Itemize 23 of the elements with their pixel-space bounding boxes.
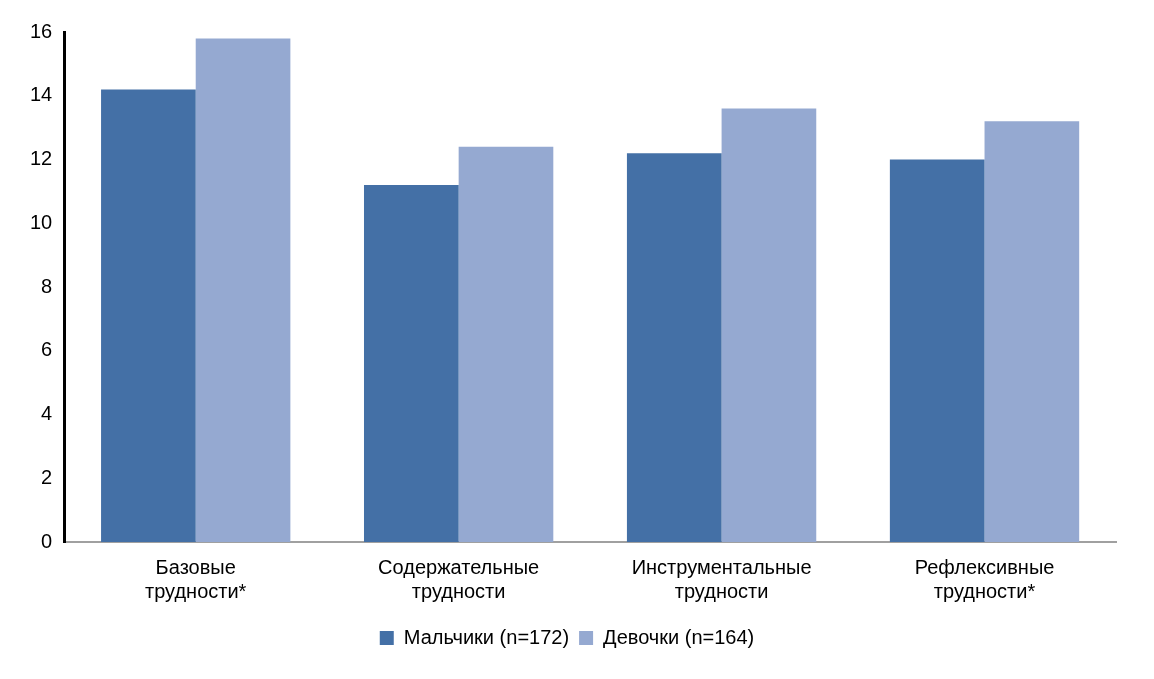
bar	[984, 121, 1080, 542]
legend-label: Мальчики (n=172)	[403, 625, 570, 648]
x-tick-label: Базовые трудности*	[145, 555, 247, 602]
y-tick-label: 0	[41, 529, 53, 552]
y-tick-label: 4	[41, 402, 53, 425]
y-tick-label: 2	[41, 465, 53, 488]
bar	[889, 159, 985, 542]
bar	[721, 108, 817, 542]
y-tick-label: 10	[30, 210, 53, 233]
bar	[458, 146, 554, 542]
x-tick-label: Рефлексивные трудности*	[914, 555, 1055, 602]
x-tick-label: Инструментальные трудности	[631, 555, 812, 602]
y-tick-label: 14	[30, 83, 53, 106]
legend-label: Девочки (n=164)	[603, 625, 755, 648]
bar	[101, 89, 196, 542]
bar	[626, 153, 722, 542]
bar	[195, 38, 291, 542]
y-tick-label: 8	[41, 274, 53, 297]
bar	[364, 185, 459, 542]
x-tick-label: Содержательные трудности	[378, 555, 540, 602]
y-tick-label: 12	[30, 147, 53, 170]
y-tick-label: 6	[41, 338, 53, 361]
y-tick-label: 16	[30, 19, 53, 42]
